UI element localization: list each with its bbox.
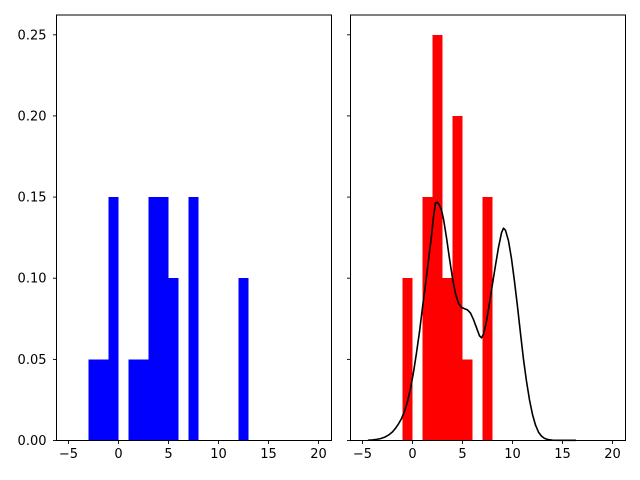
y-tick-label: 0.05 [18, 353, 47, 368]
left-hist-bar [238, 278, 249, 441]
x-tick-label: −5 [353, 447, 372, 462]
x-tick-label: 20 [310, 447, 327, 462]
left-hist-bar [188, 197, 199, 441]
right-hist-bar [462, 359, 473, 441]
left-hist-bar [158, 197, 169, 441]
left-hist-bar [168, 278, 179, 441]
right-hist-bar [432, 34, 443, 441]
right-subplot: −5 0 5 10 15 20 [347, 14, 626, 462]
y-tick-label: 0.15 [18, 191, 47, 206]
x-tick-label: −5 [59, 447, 78, 462]
x-tick-label: 10 [210, 447, 227, 462]
left-hist-bar [98, 359, 109, 441]
left-hist-bar [88, 359, 99, 441]
x-tick-label: 0 [408, 447, 416, 462]
left-hist-bar [128, 359, 139, 441]
y-tick-label: 0.00 [18, 434, 47, 449]
kde-curve [367, 201, 577, 442]
right-hist-bar [442, 278, 453, 441]
right-hist-bar [402, 278, 413, 441]
y-tick-label: 0.10 [18, 272, 47, 287]
left-hist-bar [138, 359, 149, 441]
axes-spines [56, 14, 332, 441]
x-tick-label: 15 [554, 447, 571, 462]
right-hist-bar [452, 115, 463, 441]
y-tick-label: 0.25 [18, 28, 47, 43]
x-tick-label: 5 [458, 447, 466, 462]
x-tick-label: 0 [114, 447, 122, 462]
left-hist-bar [148, 197, 159, 441]
x-tick-label: 20 [604, 447, 621, 462]
x-tick-label: 10 [504, 447, 521, 462]
y-tick-label: 0.20 [18, 109, 47, 124]
x-tick-label: 5 [164, 447, 172, 462]
x-tick-label: 15 [260, 447, 277, 462]
left-hist-bar [108, 197, 119, 441]
left-subplot: −5 0 5 10 15 20 0.00 0.05 0.10 0.15 0.20 0.25 [18, 14, 332, 462]
right-hist-bar [422, 197, 433, 441]
axes-spines [350, 14, 626, 441]
